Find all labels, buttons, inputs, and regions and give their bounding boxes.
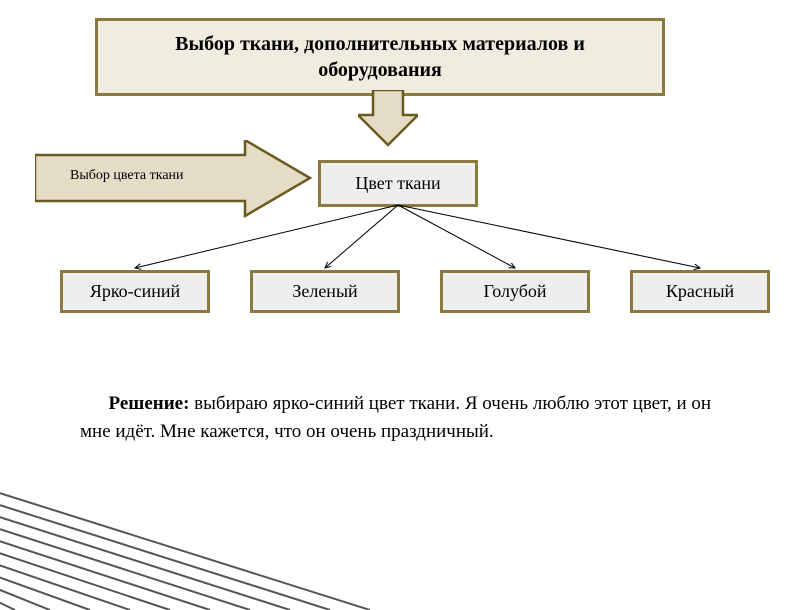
decision-label: Решение: [109, 393, 190, 414]
down-arrow-icon [358, 90, 418, 150]
option-label: Красный [666, 281, 734, 301]
center-node: Цвет ткани [318, 160, 478, 207]
title-text: Выбор ткани, дополнительных материалов и… [175, 33, 585, 81]
corner-hatch-decoration [0, 480, 370, 610]
decision-paragraph: Решение: выбираю ярко-синий цвет ткани. … [80, 390, 720, 445]
option-node: Ярко-синий [60, 270, 210, 313]
option-label: Голубой [483, 281, 546, 301]
title-box: Выбор ткани, дополнительных материалов и… [95, 18, 665, 96]
option-node: Красный [630, 270, 770, 313]
option-node: Зеленый [250, 270, 400, 313]
option-label: Ярко-синий [90, 281, 180, 301]
side-arrow-label: Выбор цвета ткани [70, 168, 184, 184]
option-node: Голубой [440, 270, 590, 313]
center-label: Цвет ткани [355, 173, 440, 193]
option-label: Зеленый [292, 281, 357, 301]
